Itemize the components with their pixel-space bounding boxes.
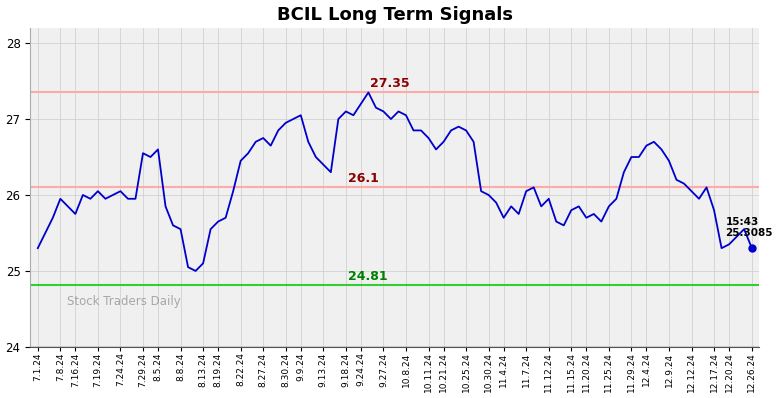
Text: 15:43
25.3085: 15:43 25.3085 <box>725 217 773 238</box>
Text: 24.81: 24.81 <box>348 270 387 283</box>
Title: BCIL Long Term Signals: BCIL Long Term Signals <box>277 6 513 23</box>
Text: Stock Traders Daily: Stock Traders Daily <box>67 295 180 308</box>
Text: 26.1: 26.1 <box>348 172 379 185</box>
Text: 27.35: 27.35 <box>369 77 409 90</box>
